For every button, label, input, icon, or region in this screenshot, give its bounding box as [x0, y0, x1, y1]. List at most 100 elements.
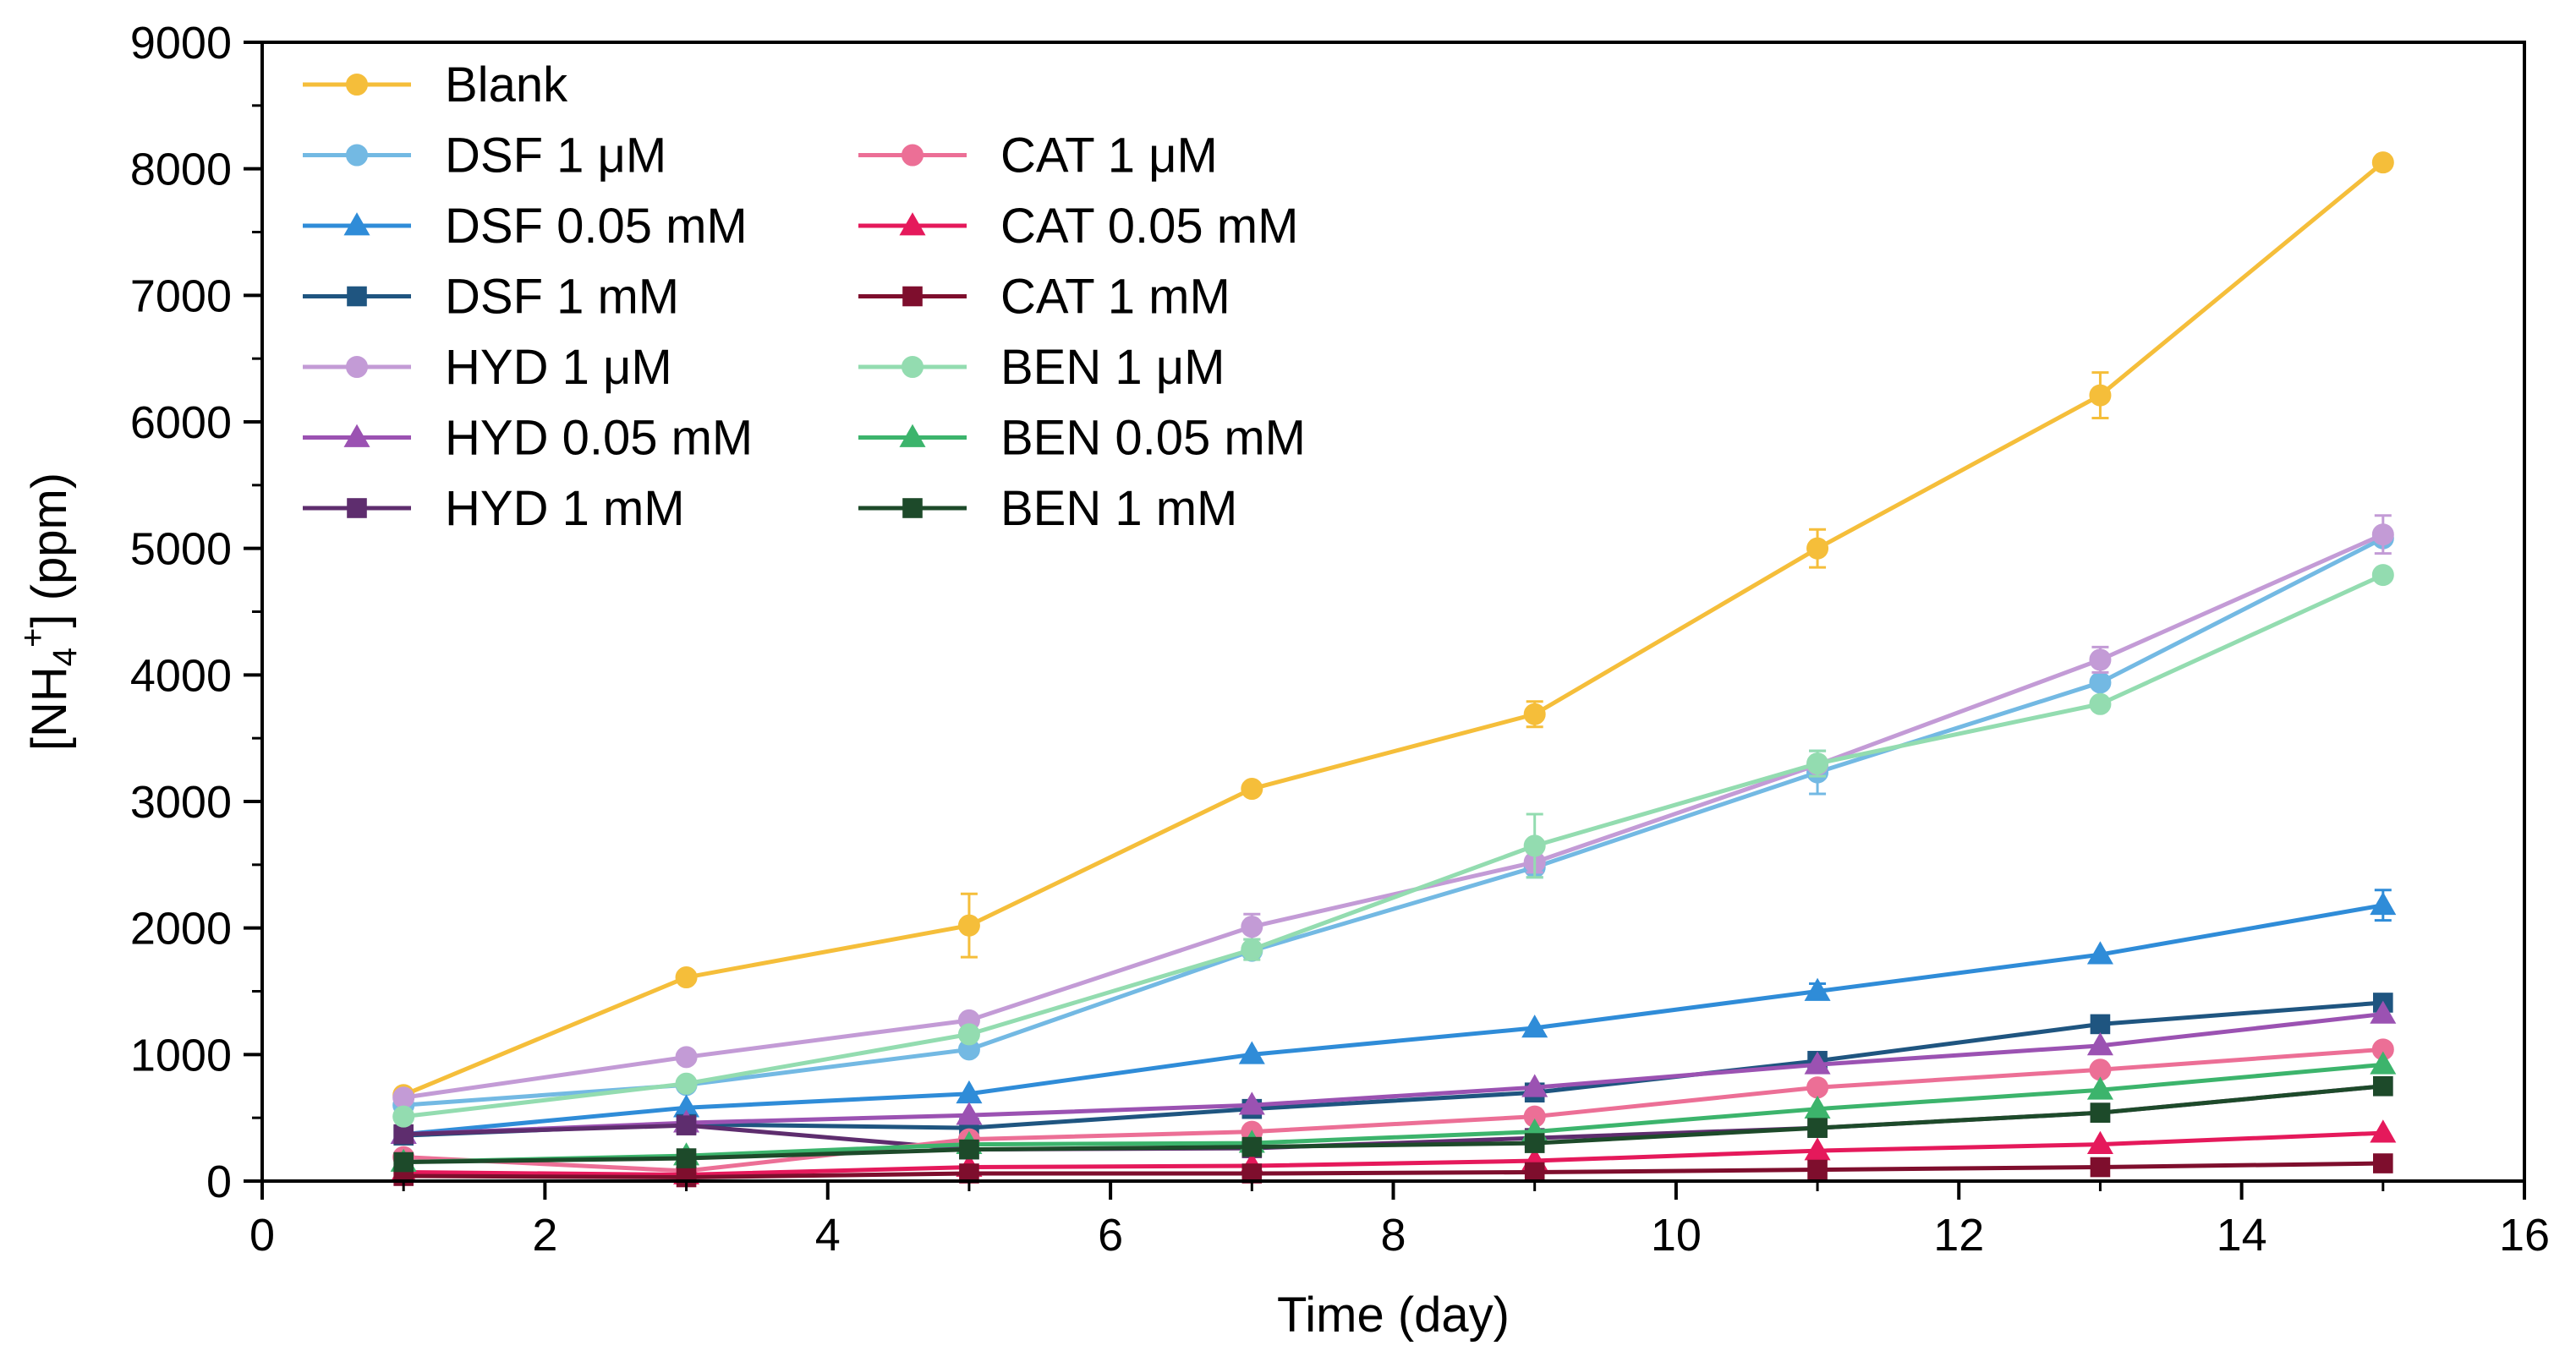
legend-swatch-marker [346, 356, 368, 378]
y-tick-label: 4000 [130, 650, 232, 701]
y-tick-label: 2000 [130, 904, 232, 954]
data-point [959, 1139, 979, 1160]
legend-label: CAT 0.05 mM [1000, 199, 1298, 254]
y-axis-title: [NH4+] (ppm) [14, 473, 84, 751]
axes: 0 2 4 6 8 10 12 14 16 0 1000 2000 3000 4000 5000 6000 70… [130, 18, 2550, 1261]
y-tick-label: 7000 [130, 271, 232, 321]
data-point [957, 914, 980, 937]
data-point [1807, 1159, 1828, 1180]
series-line [403, 1084, 2384, 1165]
series-line [403, 1130, 2383, 1178]
series-line [403, 1161, 2383, 1180]
x-tick-label: 6 [1098, 1210, 1123, 1261]
series-line [403, 572, 2384, 1119]
legend-label: BEN 1 μM [1000, 340, 1225, 395]
y-axis-title-superscript: + [14, 628, 52, 648]
legend-swatch-marker [346, 74, 368, 96]
data-point [1804, 977, 1831, 1001]
data-point [1523, 703, 1546, 725]
y-tick-label: 1000 [130, 1030, 232, 1080]
data-point [2089, 692, 2112, 715]
data-point [2090, 1014, 2111, 1035]
series-line [403, 532, 2384, 1100]
data-point [2370, 891, 2397, 916]
legend-item: HYD 0.05 mM [303, 411, 753, 466]
legend-label: HYD 0.05 mM [445, 411, 753, 466]
legend-item: CAT 1 μM [858, 129, 1218, 183]
data-point [2089, 671, 2112, 694]
plot-area [390, 151, 2397, 1188]
legend-swatch-marker [902, 144, 924, 167]
x-tick-label: 10 [1651, 1210, 1702, 1261]
x-axis-title: Time (day) [1277, 1288, 1510, 1343]
legend-label: DSF 1 μM [445, 129, 666, 183]
data-point [2373, 1153, 2393, 1173]
data-point [1806, 1076, 1829, 1099]
data-point [2371, 151, 2394, 174]
data-point [1241, 916, 1263, 938]
data-point [957, 1023, 980, 1046]
data-point [1238, 1091, 1265, 1115]
data-point [392, 1105, 415, 1128]
data-point [1804, 1051, 1831, 1075]
x-tick-label: 14 [2217, 1210, 2267, 1261]
y-axis-title-subscript: 4 [47, 648, 84, 666]
data-point [2086, 1130, 2113, 1154]
series-line [403, 1047, 2383, 1173]
series-dsf-0.05-mm [390, 889, 2397, 1144]
data-point [2090, 1157, 2111, 1178]
data-point [2373, 1075, 2393, 1097]
legend-item: Blank [303, 57, 568, 112]
x-tick-label: 8 [1380, 1210, 1406, 1261]
legend-item: CAT 0.05 mM [858, 199, 1298, 254]
legend-item: DSF 1 mM [303, 270, 679, 325]
data-point [2086, 941, 2113, 965]
legend-swatch-marker [902, 498, 923, 518]
legend-label: DSF 1 mM [445, 270, 679, 325]
data-point [1524, 1133, 1545, 1153]
data-point [2370, 1000, 2397, 1024]
x-tick-label: 16 [2499, 1210, 2550, 1261]
data-point [1521, 1015, 1548, 1038]
legend-label: HYD 1 mM [445, 481, 685, 536]
x-tick-label: 4 [815, 1210, 841, 1261]
data-point [1241, 778, 1263, 801]
data-point [392, 1086, 415, 1109]
data-point [2370, 1051, 2397, 1075]
data-point [1241, 1136, 1263, 1157]
legend-item: HYD 1 μM [303, 340, 672, 395]
legend-label: CAT 1 mM [1000, 270, 1230, 325]
y-tick-label: 6000 [130, 397, 232, 448]
legend-swatch-marker [346, 144, 368, 167]
legend: Blank DSF 1 μM CAT 1 μM DSF 0.05 mM CAT 0.05… [303, 57, 1306, 536]
data-point [675, 1046, 698, 1069]
data-point [393, 1151, 414, 1173]
legend-label: CAT 1 μM [1000, 129, 1218, 183]
y-tick-label: 9000 [130, 18, 232, 68]
data-point [1241, 938, 1263, 961]
legend-item: DSF 0.05 mM [303, 199, 748, 254]
legend-item: BEN 1 μM [858, 340, 1225, 395]
data-point [2086, 1076, 2113, 1100]
data-point [1524, 1162, 1545, 1183]
series-ben-1-mm [393, 1075, 2393, 1173]
legend-item: BEN 0.05 mM [858, 411, 1306, 466]
data-point [675, 966, 698, 989]
data-point [676, 1115, 697, 1135]
legend-swatch-marker [343, 212, 370, 236]
data-point [2086, 1032, 2113, 1056]
data-point [1807, 1118, 1828, 1138]
data-point [1523, 834, 1546, 857]
data-point [1806, 752, 1829, 775]
y-tick-label: 3000 [130, 777, 232, 828]
data-point [393, 1124, 414, 1145]
series-line [403, 1062, 2384, 1165]
data-point [1806, 537, 1829, 560]
data-point [1804, 1095, 1831, 1119]
data-point [676, 1148, 697, 1168]
x-tick-label: 12 [1933, 1210, 1984, 1261]
data-point [2090, 1102, 2111, 1123]
y-tick-label: 5000 [130, 524, 232, 575]
y-axis-title-suffix: ] (ppm) [22, 473, 77, 628]
legend-item: BEN 1 mM [858, 481, 1237, 536]
